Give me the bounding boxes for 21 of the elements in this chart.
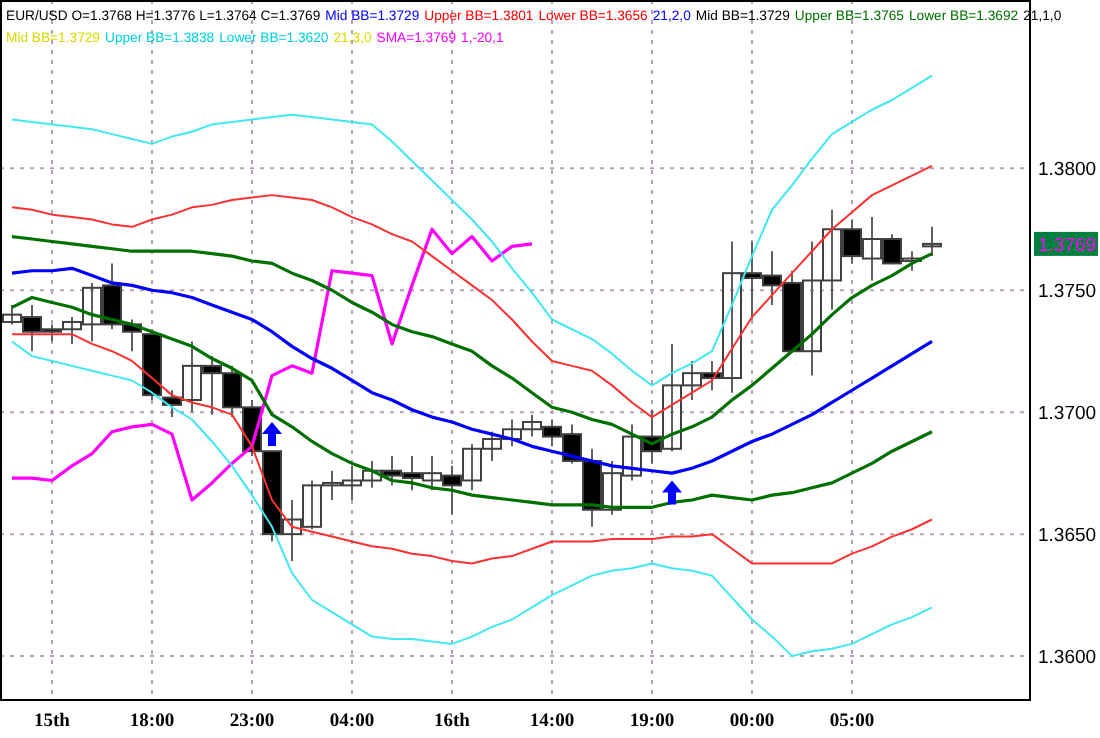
line-series — [11, 164, 933, 419]
y-tick-label: 1.3750 — [1038, 280, 1097, 303]
y-tick-label: 1.3600 — [1038, 646, 1097, 669]
x-tick-label: 23:00 — [229, 712, 275, 732]
x-tick-label: 19:00 — [629, 712, 675, 732]
x-tick-label: 16th — [434, 712, 472, 732]
line-series — [11, 340, 933, 658]
line-series — [10, 227, 534, 502]
x-tick-label: 04:00 — [329, 712, 375, 732]
y-tick-label: 1.3700 — [1038, 402, 1097, 425]
x-tick-label: 05:00 — [829, 712, 875, 732]
candlestick — [922, 225, 942, 258]
y-tick-label: 1.3800 — [1038, 158, 1097, 181]
x-tick-label: 15th — [34, 712, 72, 732]
x-tick-label: 18:00 — [129, 712, 175, 732]
y-tick-label: 1.3650 — [1038, 524, 1097, 547]
x-tick-label: 00:00 — [729, 712, 775, 732]
line-series — [11, 74, 933, 387]
x-tick-label: 14:00 — [529, 712, 575, 732]
text: 1.3769 — [1038, 234, 1097, 257]
line-series — [10, 266, 934, 475]
